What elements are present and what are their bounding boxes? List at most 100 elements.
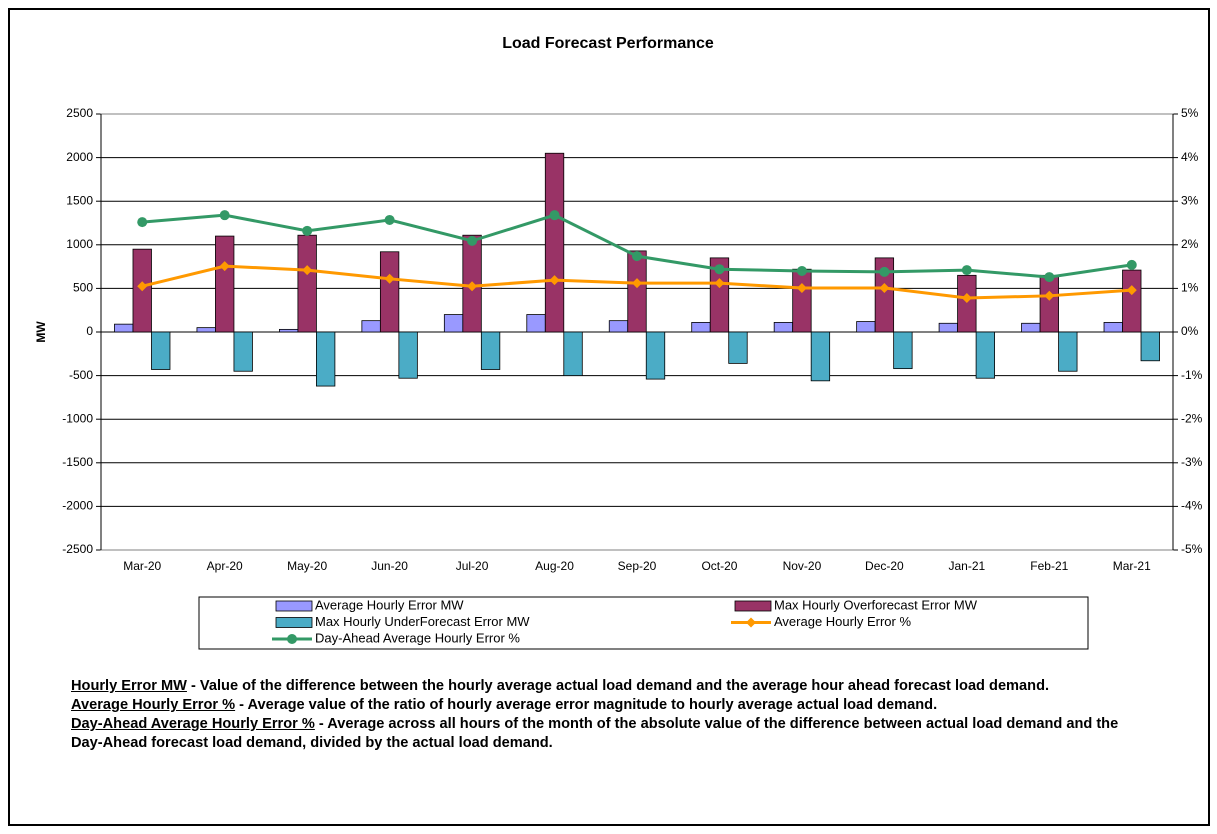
x-tick-label: Mar-20 [123, 559, 161, 573]
y-tick-label: -2000 [62, 499, 93, 513]
legend-label: Max Hourly UnderForecast Error MW [315, 614, 530, 629]
bar [874, 257, 895, 333]
bar [316, 331, 336, 387]
bar [379, 251, 400, 333]
bar [938, 322, 958, 333]
bar [151, 331, 171, 370]
bar [645, 331, 666, 380]
line-marker [549, 210, 560, 221]
legend-label: Average Hourly Error MW [315, 597, 464, 612]
line-marker [879, 266, 890, 277]
legend-swatch [275, 617, 313, 628]
bar [893, 331, 913, 370]
bar [728, 331, 748, 364]
line-marker [467, 235, 478, 246]
y-tick-label: -1500 [62, 455, 93, 469]
bar [1039, 274, 1059, 333]
x-tick-label: Apr-20 [207, 559, 243, 573]
note-text: - Average across all hours of the month … [71, 716, 1119, 751]
y-tick-label: 500 [73, 281, 93, 295]
bar [279, 328, 299, 333]
bar [792, 268, 812, 333]
note-text: - Average value of the ratio of hourly a… [239, 697, 938, 713]
line-marker [632, 278, 642, 289]
bar [544, 152, 565, 333]
y2-tick-label: -4% [1181, 499, 1203, 513]
x-tick-label: Mar-21 [1113, 559, 1151, 573]
line-marker [384, 214, 395, 225]
bar [526, 314, 546, 333]
bar [361, 320, 381, 333]
legend-box [198, 596, 1089, 650]
line-marker [384, 273, 395, 284]
y2-tick-label: -3% [1181, 455, 1203, 469]
y2-tick-label: -5% [1181, 542, 1203, 556]
line-marker [137, 217, 148, 228]
legend-swatch [734, 600, 772, 612]
bar [627, 250, 647, 333]
line-marker [219, 210, 230, 221]
line-marker [467, 281, 478, 292]
line-marker [219, 261, 230, 272]
notes: Hourly Error MW - Value of the differenc… [71, 677, 1151, 753]
note-term: Day-Ahead Average Hourly Error % [71, 716, 315, 732]
x-tick-label: Sep-20 [618, 559, 657, 573]
y-tick-label: 1000 [66, 237, 93, 251]
bar [1103, 322, 1123, 333]
line-marker [796, 265, 807, 276]
line-marker [796, 282, 807, 293]
note-term: Hourly Error MW [71, 678, 187, 694]
bar [563, 331, 583, 376]
bar [443, 314, 464, 333]
note-text: - Value of the difference between the ho… [191, 678, 1050, 694]
page-frame [8, 8, 1210, 826]
y2-tick-label: 4% [1181, 150, 1199, 164]
legend-swatch [275, 600, 313, 612]
bar [975, 331, 995, 379]
chart-title: Load Forecast Performance [502, 35, 714, 52]
line-marker [549, 275, 560, 286]
x-tick-label: Aug-20 [535, 559, 574, 573]
x-tick-label: Jul-20 [456, 559, 489, 573]
y-axis-label: MW [34, 321, 48, 343]
y2-tick-label: 0% [1181, 324, 1199, 338]
line-marker [302, 225, 313, 236]
y2-tick-label: 2% [1181, 237, 1199, 251]
y2-tick-label: 3% [1181, 193, 1199, 207]
bar [1122, 269, 1142, 333]
y-tick-label: 0 [86, 324, 93, 338]
bar [398, 331, 418, 379]
bar [773, 322, 794, 333]
y2-tick-label: -2% [1181, 411, 1203, 425]
x-tick-label: Oct-20 [701, 559, 737, 573]
bar [810, 331, 831, 382]
y-tick-label: -1000 [62, 411, 93, 425]
bar [608, 320, 629, 333]
y-tick-label: -2500 [62, 542, 93, 556]
bar [957, 274, 977, 333]
line-marker [1126, 259, 1137, 270]
x-tick-label: Dec-20 [865, 559, 904, 573]
x-tick-label: May-20 [287, 559, 327, 573]
y-tick-label: 2500 [66, 106, 93, 120]
line-marker [714, 278, 725, 289]
line-marker [632, 251, 642, 262]
bar [480, 331, 501, 370]
note: Average Hourly Error % - Average value o… [71, 696, 1151, 715]
y2-tick-label: 1% [1181, 281, 1199, 295]
bar [691, 322, 711, 333]
line-marker [137, 281, 148, 292]
note-term: Average Hourly Error % [71, 697, 236, 713]
y2-tick-label: -1% [1181, 368, 1203, 382]
line-marker [961, 265, 972, 276]
y-tick-label: -500 [69, 368, 93, 382]
note: Day-Ahead Average Hourly Error % - Avera… [71, 715, 1151, 753]
note: Hourly Error MW - Value of the differenc… [71, 677, 1151, 696]
bar [233, 331, 253, 372]
bar [1021, 322, 1041, 333]
line-marker [1044, 290, 1055, 301]
bar [709, 257, 730, 333]
bar [1058, 331, 1078, 372]
legend-marker [287, 634, 297, 644]
